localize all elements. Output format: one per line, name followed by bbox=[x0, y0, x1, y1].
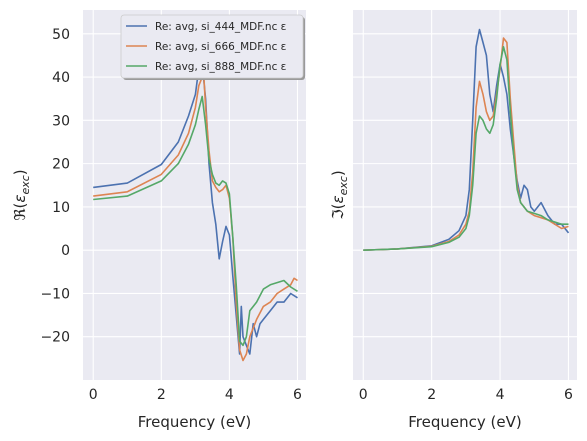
series-line-imag-3 bbox=[363, 46, 569, 251]
y-tick-label: 50 bbox=[52, 27, 70, 43]
y-tick-label: 40 bbox=[52, 70, 70, 86]
y-tick-label: 20 bbox=[52, 157, 70, 173]
x-tick-label: 0 bbox=[89, 387, 98, 403]
y-tick-label: −20 bbox=[40, 330, 70, 346]
legend-entry: Re: avg, si_888_MDF.nc ε bbox=[155, 61, 286, 73]
x-tick-label: 4 bbox=[496, 387, 505, 403]
x-tick-label: 6 bbox=[293, 387, 302, 403]
legend-entry: Re: avg, si_666_MDF.nc ε bbox=[155, 41, 286, 53]
x-tick-label: 2 bbox=[157, 387, 166, 403]
x-tick-label: 4 bbox=[225, 387, 234, 403]
series-line-real-1 bbox=[93, 63, 298, 355]
plot-area bbox=[353, 10, 577, 380]
x-tick-label: 6 bbox=[564, 387, 573, 403]
legend-entry: Re: avg, si_444_MDF.nc ε bbox=[155, 21, 286, 33]
y-tick-label: 30 bbox=[52, 113, 70, 129]
x-axis-title: Frequency (eV) bbox=[408, 413, 521, 431]
legend: Re: avg, si_444_MDF.nc ε Re: avg, si_666_… bbox=[120, 14, 305, 80]
x-tick-label: 2 bbox=[427, 387, 436, 403]
y-tick-label: 10 bbox=[52, 200, 70, 216]
x-tick-label: 0 bbox=[359, 387, 368, 403]
y-tick-label: −10 bbox=[40, 286, 70, 302]
y-tick-label: 0 bbox=[61, 243, 70, 259]
x-axis-title: Frequency (eV) bbox=[138, 413, 251, 431]
series-line-real-3 bbox=[93, 95, 298, 347]
legend-box bbox=[120, 14, 304, 79]
